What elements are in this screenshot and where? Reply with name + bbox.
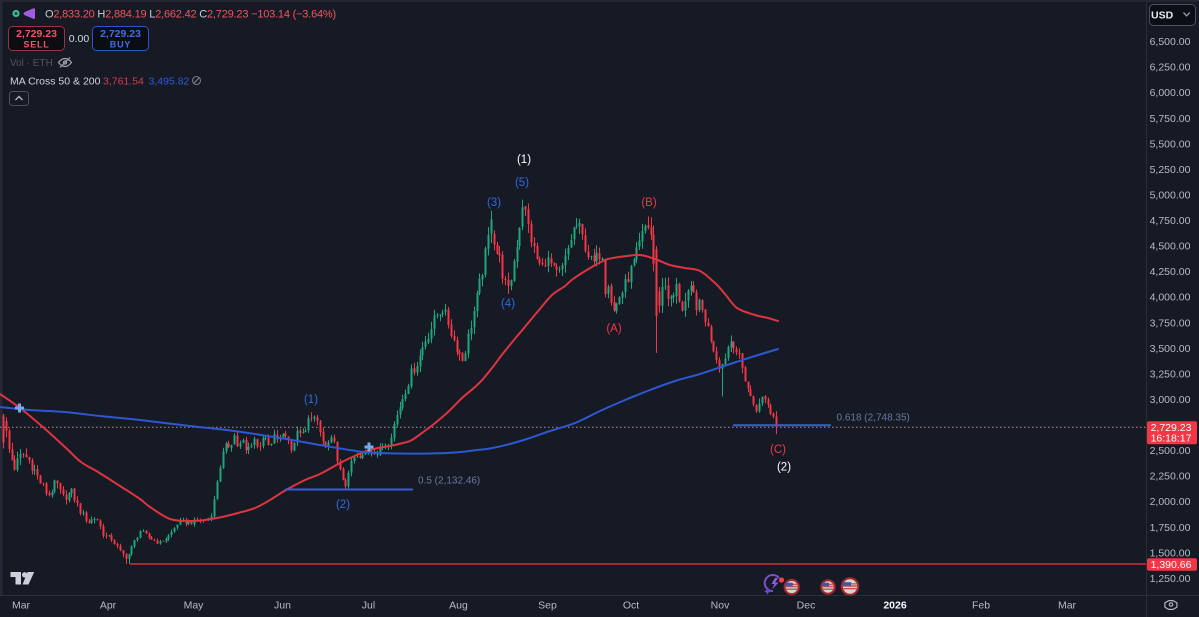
svg-text:1,250.00: 1,250.00: [1150, 573, 1191, 585]
svg-text:BUY: BUY: [110, 40, 131, 50]
svg-text:Mar: Mar: [1058, 600, 1077, 612]
svg-text:(C): (C): [770, 444, 786, 456]
svg-text:1,750.00: 1,750.00: [1150, 522, 1191, 534]
svg-text:(1): (1): [517, 154, 531, 166]
svg-text:2,729.23: 2,729.23: [16, 28, 57, 40]
svg-text:Apr: Apr: [100, 600, 117, 612]
svg-text:Mar: Mar: [12, 600, 31, 612]
svg-text:Oct: Oct: [623, 600, 639, 612]
svg-text:Nov: Nov: [711, 600, 730, 612]
svg-text:5,000.00: 5,000.00: [1150, 190, 1191, 202]
svg-text:3,500.00: 3,500.00: [1150, 343, 1191, 355]
svg-text:1,500.00: 1,500.00: [1150, 547, 1191, 559]
svg-text:(A): (A): [606, 323, 622, 335]
svg-text:May: May: [184, 600, 205, 612]
svg-text:2026: 2026: [883, 600, 907, 612]
svg-text:16:18:17: 16:18:17: [1151, 433, 1192, 445]
svg-text:5,250.00: 5,250.00: [1150, 164, 1191, 176]
svg-text:Jun: Jun: [274, 600, 291, 612]
svg-text:(2): (2): [777, 462, 791, 474]
svg-text:0.5 (2,132.46): 0.5 (2,132.46): [418, 476, 480, 487]
svg-text:Feb: Feb: [972, 600, 990, 612]
svg-text:4,000.00: 4,000.00: [1150, 292, 1191, 304]
svg-text:5,750.00: 5,750.00: [1150, 113, 1191, 125]
svg-text:0.00: 0.00: [69, 33, 90, 45]
svg-text:(B): (B): [641, 197, 657, 209]
svg-text:4,500.00: 4,500.00: [1150, 241, 1191, 253]
svg-text:3,000.00: 3,000.00: [1150, 394, 1191, 406]
svg-text:3,250.00: 3,250.00: [1150, 368, 1191, 380]
svg-text:Jul: Jul: [362, 600, 375, 612]
svg-text:SELL: SELL: [23, 40, 49, 50]
svg-text:3,495.82: 3,495.82: [149, 76, 190, 88]
svg-text:2,729.23: 2,729.23: [1151, 422, 1192, 434]
svg-text:3,750.00: 3,750.00: [1150, 317, 1191, 329]
svg-text:0.618 (2,748.35): 0.618 (2,748.35): [837, 412, 910, 423]
svg-text:2,729.23: 2,729.23: [100, 28, 141, 40]
svg-text:(5): (5): [515, 177, 529, 189]
svg-text:USD: USD: [1151, 10, 1174, 22]
svg-text:2,250.00: 2,250.00: [1150, 471, 1191, 483]
svg-text:Vol · ETH: Vol · ETH: [10, 58, 53, 69]
svg-text:4,750.00: 4,750.00: [1150, 215, 1191, 227]
svg-text:2,500.00: 2,500.00: [1150, 445, 1191, 457]
svg-text:Aug: Aug: [449, 600, 468, 612]
svg-text:3,761.54: 3,761.54: [103, 76, 144, 88]
svg-text:1,390.66: 1,390.66: [1151, 559, 1192, 571]
svg-text:O2,833.20 H2,884.19 L2,662.42: O2,833.20 H2,884.19 L2,662.42 C2,729.23 …: [45, 9, 336, 21]
svg-text:6,250.00: 6,250.00: [1150, 62, 1191, 74]
svg-text:Dec: Dec: [797, 600, 816, 612]
svg-text:6,000.00: 6,000.00: [1150, 87, 1191, 99]
svg-text:(3): (3): [487, 197, 501, 209]
svg-text:(2): (2): [336, 499, 350, 511]
svg-text:(1): (1): [304, 394, 318, 406]
svg-text:(4): (4): [501, 298, 515, 310]
svg-text:MA Cross 50 & 200: MA Cross 50 & 200: [10, 76, 101, 88]
svg-text:5,500.00: 5,500.00: [1150, 138, 1191, 150]
svg-text:4,250.00: 4,250.00: [1150, 266, 1191, 278]
svg-text:Sep: Sep: [538, 600, 557, 612]
svg-text:6,500.00: 6,500.00: [1150, 36, 1191, 48]
svg-text:2,000.00: 2,000.00: [1150, 496, 1191, 508]
